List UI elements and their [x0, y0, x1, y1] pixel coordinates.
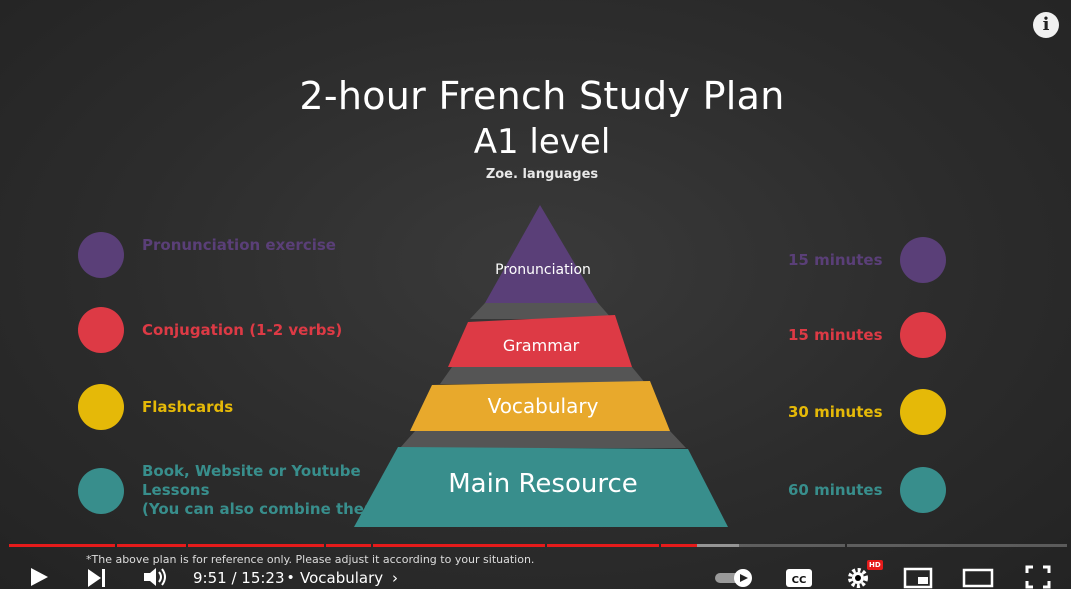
pyramid-connector: [440, 367, 646, 384]
time-display: 9:51 / 15:23: [193, 569, 285, 587]
legend-label: Conjugation (1-2 verbs): [142, 320, 343, 339]
fullscreen-icon[interactable]: [1025, 565, 1051, 589]
next-icon[interactable]: [86, 568, 108, 588]
time-item-flashcards: 30 minutes: [788, 389, 946, 435]
time-label: 15 minutes: [788, 251, 883, 269]
settings-icon[interactable]: [845, 566, 871, 589]
play-icon[interactable]: [28, 566, 50, 588]
slide-title: 2-hour French Study Plan: [299, 74, 785, 118]
pyramid-connector: [400, 431, 686, 448]
legend-item-conjugation: Conjugation (1-2 verbs): [78, 307, 342, 353]
legend-item-main-resource: Book, Website or Youtube Lessons (You ca…: [78, 462, 386, 519]
slide-level: A1 level: [473, 122, 611, 162]
pyramid-tier-vocabulary: [410, 381, 670, 431]
chapter-segment[interactable]: [117, 544, 186, 547]
pyramid-tier-main-resource: [354, 447, 728, 527]
hd-badge: HD: [867, 560, 883, 570]
autoplay-toggle-icon[interactable]: [713, 568, 757, 588]
pyramid-label-main-resource: Main Resource: [448, 469, 638, 499]
legend-item-flashcards: Flashcards: [78, 384, 233, 430]
legend-dot: [78, 384, 124, 430]
chapter-separator: •: [288, 569, 294, 586]
time-label: 15 minutes: [788, 326, 883, 344]
legend-dot: [78, 467, 124, 514]
pyramid-label-vocabulary: Vocabulary: [488, 394, 599, 418]
legend-label: Pronunciation exercise: [142, 235, 336, 254]
chapter-segment[interactable]: [847, 544, 1067, 547]
chapter-segment[interactable]: [373, 544, 545, 547]
time-dot: [900, 312, 946, 358]
time-item-main-resource: 60 minutes: [788, 467, 946, 513]
info-icon[interactable]: i: [1033, 12, 1059, 38]
legend-dot: [78, 232, 124, 278]
time-item-pronunciation: 15 minutes: [788, 237, 946, 283]
slide-author: Zoe. languages: [485, 167, 599, 182]
legend-item-pronunciation: Pronunciation exercise: [78, 232, 336, 278]
pyramid-tier-grammar: [448, 315, 632, 367]
progress-bar[interactable]: [9, 543, 1067, 548]
miniplayer-icon[interactable]: [903, 567, 933, 589]
chapter-segment[interactable]: [547, 544, 659, 547]
chevron-right-icon: ›: [391, 569, 398, 587]
chapter-segment[interactable]: [9, 544, 115, 547]
time-dot: [900, 389, 946, 435]
pyramid-tier-pronunciation: [485, 205, 598, 303]
chapter-segment[interactable]: [739, 544, 845, 547]
time-dot: [900, 237, 946, 283]
chapter-label: Vocabulary: [300, 569, 384, 587]
buffer-segment[interactable]: [697, 544, 739, 547]
pyramid-label-grammar: Grammar: [503, 336, 580, 355]
svg-text:CC: CC: [792, 575, 807, 586]
chapter-segment[interactable]: [188, 544, 324, 547]
slide-note: *The above plan is for reference only. P…: [86, 553, 535, 566]
time-label: 60 minutes: [788, 481, 883, 499]
chapter-segment-current[interactable]: [661, 544, 697, 547]
pyramid-connector: [470, 303, 612, 319]
time-dot: [900, 467, 946, 513]
chapter-title[interactable]: Vocabulary ›: [300, 569, 398, 587]
chapter-segment[interactable]: [326, 544, 371, 547]
time-label: 30 minutes: [788, 403, 883, 421]
captions-icon[interactable]: CC: [785, 567, 813, 589]
pyramid-label-pronunciation: Pronunciation: [495, 262, 591, 278]
legend-label: Flashcards: [142, 397, 234, 416]
theater-icon[interactable]: [962, 567, 994, 589]
legend-dot: [78, 307, 124, 353]
volume-icon[interactable]: [142, 566, 170, 588]
study-pyramid: Pronunciation Grammar Vocabulary Main Re…: [354, 205, 728, 527]
legend-label: Book, Website or Youtube Lessons (You ca…: [142, 462, 387, 518]
time-item-conjugation: 15 minutes: [788, 312, 946, 358]
